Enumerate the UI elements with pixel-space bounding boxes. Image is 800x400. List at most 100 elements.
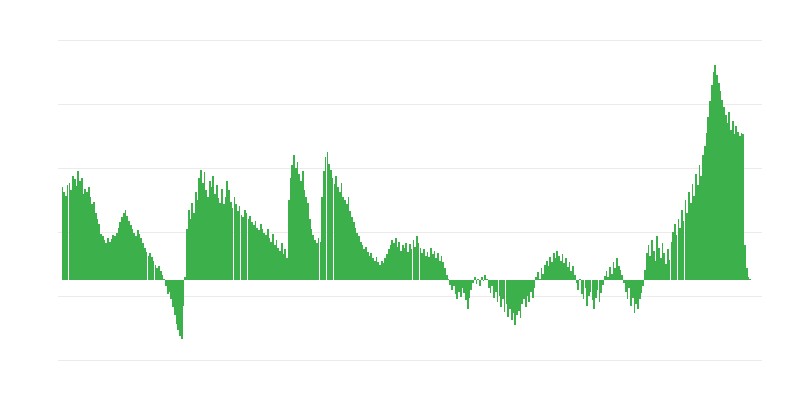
bar	[433, 250, 436, 280]
bar	[414, 246, 416, 280]
bar	[568, 262, 571, 280]
bar	[637, 280, 639, 309]
bar	[208, 180, 211, 280]
bar	[375, 256, 378, 280]
bar	[468, 280, 471, 298]
bar	[438, 260, 441, 280]
bar	[317, 237, 320, 280]
bar	[235, 204, 237, 280]
bar	[480, 276, 483, 280]
bar	[644, 270, 646, 280]
bar	[700, 176, 703, 280]
bar	[733, 134, 736, 280]
bar	[695, 174, 697, 280]
bar	[201, 182, 204, 280]
bar	[400, 250, 402, 280]
bar	[442, 262, 445, 280]
bar	[466, 280, 469, 309]
bar	[144, 248, 146, 280]
bar	[133, 232, 136, 280]
bar	[380, 260, 383, 280]
bar	[447, 278, 450, 280]
bar	[502, 280, 504, 300]
bar	[547, 265, 550, 280]
bar	[523, 280, 525, 300]
bar	[117, 227, 120, 280]
bar	[310, 228, 313, 280]
bar	[72, 176, 74, 280]
bar	[273, 244, 276, 280]
bar	[487, 280, 490, 288]
bar	[189, 219, 192, 280]
bar	[103, 240, 106, 280]
bar	[584, 280, 587, 288]
bar	[296, 161, 299, 280]
bar	[147, 255, 150, 280]
bar	[509, 280, 511, 309]
bar	[624, 280, 627, 292]
bar	[638, 280, 641, 300]
bar	[372, 257, 374, 280]
bar	[744, 244, 746, 280]
bar	[179, 280, 181, 337]
bar	[277, 248, 280, 280]
bar	[294, 168, 297, 280]
bar	[675, 235, 678, 280]
bar	[298, 174, 301, 280]
bar	[358, 236, 360, 280]
bar	[126, 216, 129, 280]
bar	[723, 107, 725, 280]
bar	[724, 114, 727, 280]
bar	[142, 242, 144, 280]
bar	[417, 242, 420, 280]
bar	[524, 280, 527, 307]
bar	[580, 280, 583, 295]
bar	[170, 280, 173, 300]
bar	[361, 244, 364, 280]
bar	[600, 280, 602, 293]
bar	[465, 280, 467, 301]
bar	[121, 217, 123, 280]
bar	[89, 196, 92, 280]
gridline	[58, 168, 762, 169]
bar	[386, 254, 388, 280]
gridline	[58, 232, 762, 233]
bar	[719, 91, 722, 280]
bar	[398, 241, 401, 280]
bar	[63, 191, 65, 280]
bar	[459, 280, 462, 297]
bar	[610, 273, 613, 280]
bar	[745, 268, 748, 280]
bar	[749, 278, 752, 280]
bar	[544, 264, 546, 280]
bar	[533, 280, 536, 288]
bar	[291, 164, 294, 280]
bar	[577, 280, 580, 290]
bar	[563, 263, 566, 280]
bar	[605, 271, 608, 280]
bar	[391, 240, 394, 280]
bar	[237, 210, 239, 280]
bar	[579, 278, 581, 280]
bar	[530, 280, 532, 292]
bar	[401, 245, 404, 280]
bar	[363, 249, 366, 280]
bar	[617, 265, 620, 280]
bar	[342, 196, 345, 280]
bar	[519, 280, 522, 319]
bar	[714, 64, 717, 280]
bar	[158, 265, 160, 280]
bar	[214, 193, 216, 280]
bar	[307, 203, 309, 280]
bar	[114, 236, 116, 280]
bar	[628, 280, 631, 288]
bar	[319, 241, 322, 280]
bar	[589, 280, 592, 292]
bar	[609, 267, 611, 280]
bar	[340, 182, 343, 280]
bar	[496, 280, 499, 303]
bar	[444, 268, 446, 280]
bar	[161, 274, 164, 280]
bar	[633, 280, 636, 314]
bar	[156, 268, 158, 280]
